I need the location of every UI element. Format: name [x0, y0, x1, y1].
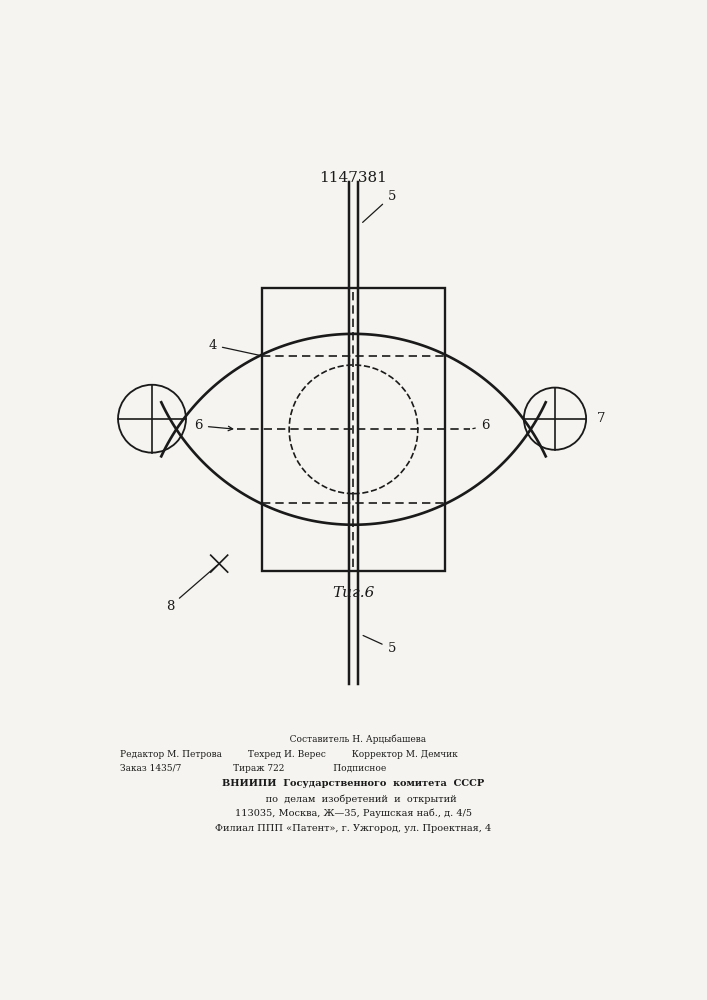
Text: Заказ 1435/7                  Тираж 722                 Подписное: Заказ 1435/7 Тираж 722 Подписное [120, 764, 387, 773]
Text: Редактор М. Петрова         Техред И. Верес         Корректор М. Демчик: Редактор М. Петрова Техред И. Верес Корр… [120, 750, 458, 759]
Text: ВНИИПИ  Государственного  комитета  СССР: ВНИИПИ Государственного комитета СССР [223, 779, 484, 788]
Text: Составитель Н. Арцыбашева: Составитель Н. Арцыбашева [281, 735, 426, 744]
Text: Филиал ППП «Патент», г. Ужгород, ул. Проектная, 4: Филиал ППП «Патент», г. Ужгород, ул. Про… [216, 824, 491, 833]
Text: по  делам  изобретений  и  открытий: по делам изобретений и открытий [250, 794, 457, 804]
Text: 5: 5 [363, 190, 396, 222]
Text: 5: 5 [363, 635, 396, 655]
Text: 8: 8 [166, 565, 217, 613]
Text: Τиг.6: Τиг.6 [332, 586, 375, 600]
Text: 7: 7 [597, 412, 605, 425]
Text: 6: 6 [473, 419, 489, 432]
Text: 6: 6 [194, 419, 233, 432]
Text: 113035, Москва, Ж—35, Раушская наб., д. 4/5: 113035, Москва, Ж—35, Раушская наб., д. … [235, 809, 472, 818]
Text: 4: 4 [209, 339, 259, 355]
Text: 1147381: 1147381 [320, 171, 387, 185]
